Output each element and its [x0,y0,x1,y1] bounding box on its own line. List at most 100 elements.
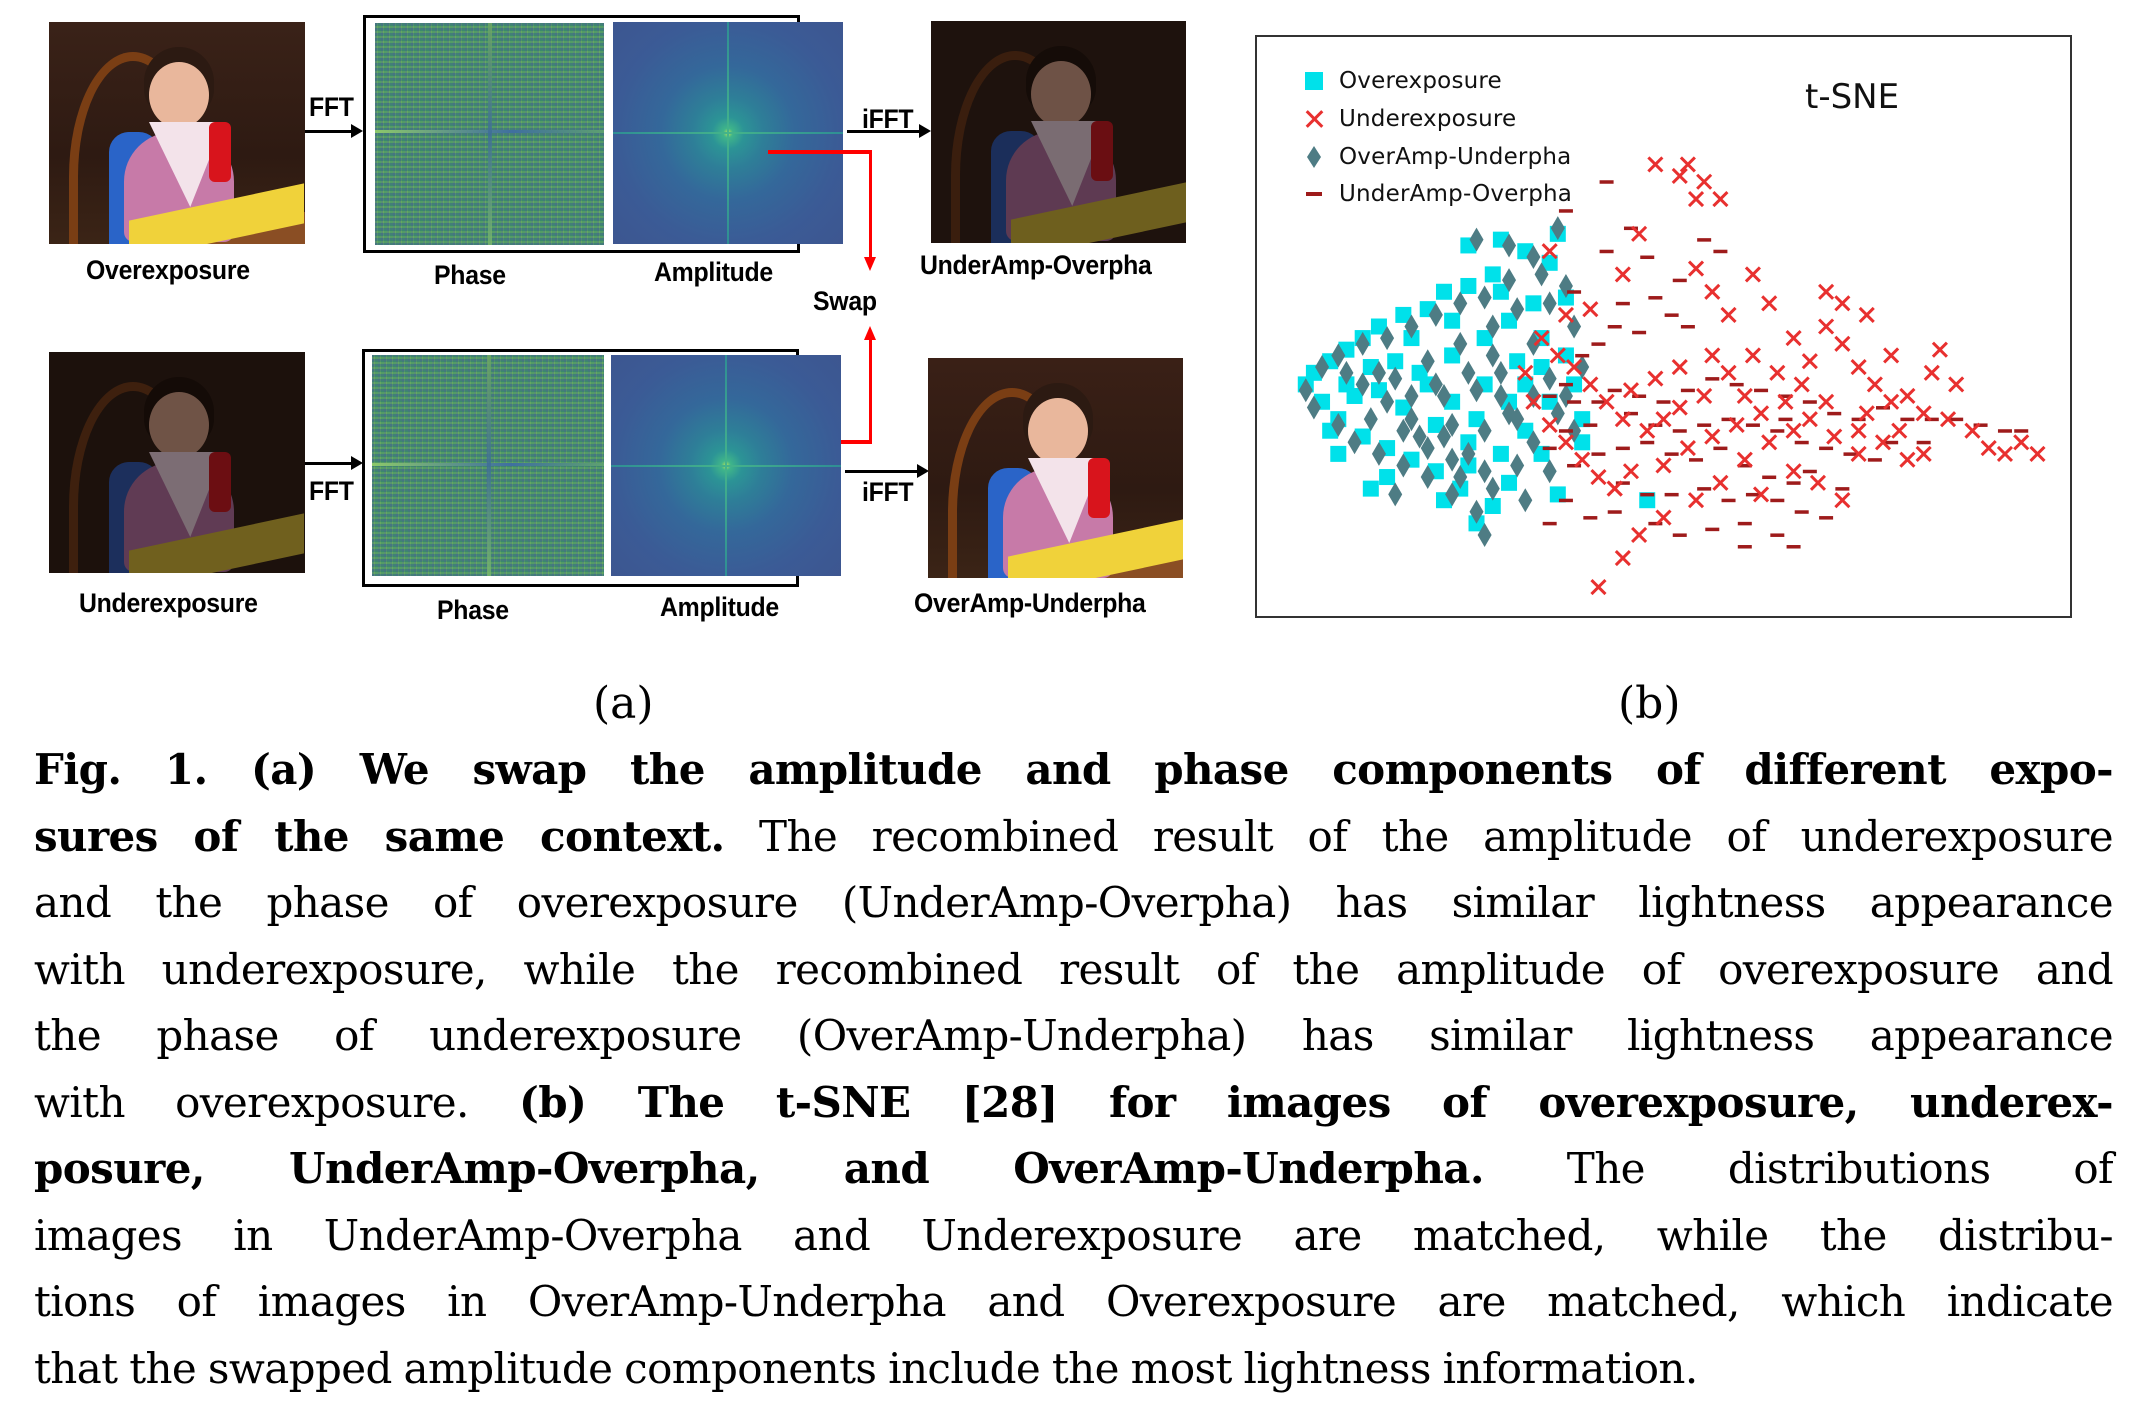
underamp-overpha-point [1762,475,1777,480]
underamp-overpha-point [1599,249,1614,254]
underamp-overpha-point [1558,429,1573,433]
underexposure-point [1801,353,1818,370]
underamp-overpha-point [1697,238,1712,242]
legend-label: OverAmp-Underpha [1339,144,1572,170]
overamp-underpha-point [1510,407,1525,432]
underexposure-point [1631,526,1648,544]
underamp-overpha-point [1689,458,1704,462]
underamp-overpha-point [1835,487,1850,491]
underexposure-point [1883,393,1900,410]
underexposure-point [2013,434,2030,451]
overexposure-point [1460,277,1477,294]
legend-label: UnderAmp-Overpha [1339,181,1573,207]
underexposure-point [1818,393,1835,410]
caption-bold-text: posure, UnderAmp-Overpha, and OverAmp-Un… [34,1144,1484,1193]
underexposure-point [1964,422,1981,439]
overamp-underpha-point [1420,349,1435,374]
swap-line-bottom-v [869,339,872,443]
underamp-overpha-point [1648,296,1663,300]
overamp-underpha-point [1420,436,1435,461]
overamp-underpha-point [1485,314,1500,339]
overamp-underpha-point [1388,482,1403,507]
caption-text: images in UnderAmp-Overpha and Underexpo… [34,1210,2114,1260]
fft-arrow-bottom [305,462,353,465]
underamp-overpha-point [1615,301,1630,306]
underexposure-point [1541,416,1558,433]
overexposure-point [1533,359,1550,376]
overamp-underpha-point [1477,285,1492,310]
underexposure-point [1744,266,1761,283]
underexposure-point [1996,445,2014,462]
underexposure-point [1704,428,1721,445]
overamp-underpha-point [1477,418,1492,443]
caption-text: that the swapped amplitude components in… [34,1343,1698,1393]
underexposure-point [1793,376,1810,393]
underamp-overpha-point [1721,417,1736,422]
overamp-underpha-label-bottom: OverAmp-Underpha [914,588,1146,618]
overamp-underpha-point [1445,447,1460,472]
underamp-overpha-point [1876,406,1891,410]
legend-item-underamp-overpha: UnderAmp-Overpha [1305,177,1572,211]
underexposure-point [1980,440,1997,457]
underamp-overpha-point [1786,545,1801,549]
overamp-underpha-point [1542,291,1557,316]
overamp-underpha-point [1331,412,1346,437]
overamp-underpha-point [1371,360,1386,385]
underamp-overpha-point [1664,452,1679,456]
overamp-underpha-point [1339,360,1354,385]
underamp-overpha-point [1697,423,1712,427]
underexposure-point [1671,167,1688,185]
overamp-underpha-point [1493,360,1508,385]
underexposure-point [1866,376,1883,393]
overamp-underpha-point [1380,389,1395,414]
amplitude-label-bottom: Amplitude [660,592,779,622]
underamp-overpha-point [1558,209,1573,213]
legend-item-overexposure: Overexposure [1305,64,1502,98]
underexposure-point [1923,364,1940,381]
underamp-overpha-point [1567,400,1582,404]
overexposure-point [1370,382,1387,399]
underamp-overpha-point [1786,481,1801,485]
underamp-overpha-point [1697,487,1712,491]
underexposure-point [1679,156,1696,173]
underamp-overpha-point [1583,423,1598,427]
overexposure-point [1501,474,1518,491]
underexposure-point [1606,480,1623,497]
overexposure-point [1476,330,1493,347]
overamp-underpha-point [1412,424,1427,449]
underexposure-point [1696,173,1713,190]
underexposure-point [1590,468,1607,486]
underexposure-point [1752,486,1770,503]
overamp-underpha-point [1355,372,1370,397]
caption-text: with overexposure. [34,1077,519,1127]
caption-line: tions of images in OverAmp-Underpha and … [34,1269,2114,1336]
caption-bold-text: sures of the same context. [34,811,725,861]
underamp-overpha-point [1672,278,1687,283]
overexposure-point [1517,422,1534,439]
underamp-overpha-point [1640,255,1655,260]
underamp-overpha-point [1997,429,2012,433]
figure-caption: Fig. 1. (a) We swap the amplitude and ph… [34,737,2114,1403]
overamp-underpha-point [1404,314,1419,339]
underamp-overpha-point [1867,458,1882,462]
underexposure-point [1850,358,1867,376]
underamp-overpha-point [1575,353,1590,358]
underexposure-point [1931,341,1948,358]
underexposure-point [1883,347,1900,364]
underexposure-point [1622,463,1640,480]
underamp-overpha-point [1632,330,1647,335]
dash-marker-icon [1306,192,1322,196]
swap-line-top-v [869,150,872,258]
underamp-overpha-point [1680,388,1695,393]
overexposure-point [1387,353,1404,370]
overexposure-point [1501,312,1518,329]
underamp-overpha-point [1737,545,1752,549]
underexposure-point [1655,457,1672,474]
underamp-overpha-photo [931,21,1186,243]
legend-item-underexposure: Underexposure [1305,102,1516,136]
overamp-underpha-point [1298,378,1313,403]
overexposure-point [1395,306,1412,323]
underexposure-point [2029,445,2046,462]
caption-line: that the swapped amplitude components in… [34,1336,2113,1403]
overamp-underpha-point [1526,383,1541,408]
